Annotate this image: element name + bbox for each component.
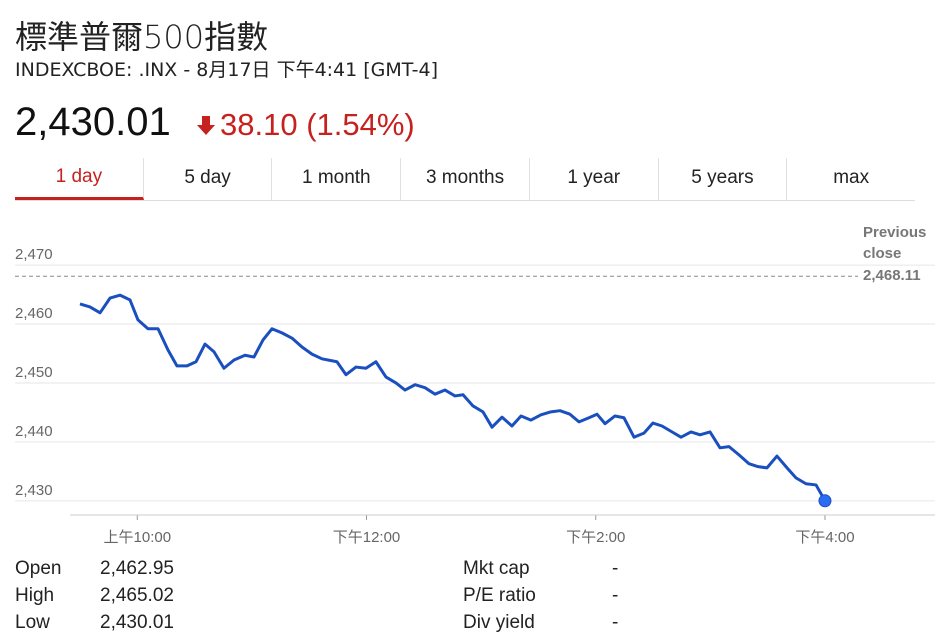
- tab[interactable]: 1 day: [15, 158, 144, 200]
- stat-value: 2,462.95: [100, 558, 174, 579]
- y-tick-label: 2,440: [15, 423, 53, 440]
- stat-label: P/E ratio: [463, 585, 536, 606]
- previous-close-label: Previous close: [863, 224, 927, 262]
- stat-value: -: [612, 558, 619, 579]
- x-tick-label: 下午2:00: [566, 529, 625, 545]
- change: 38.10 (1.54%): [220, 107, 415, 142]
- y-tick-label: 2,470: [15, 246, 53, 263]
- y-tick-label: 2,450: [15, 364, 53, 381]
- price: 2,430.01: [15, 100, 171, 144]
- stat-value: -: [612, 612, 619, 633]
- tab-bar: 1 day 5 day 1 month 3 months 1 year 5 years ma…: [15, 158, 915, 201]
- stat-label: Mkt cap: [463, 558, 530, 579]
- x-tick-label: 下午4:00: [795, 529, 854, 545]
- stat-value: -: [612, 585, 619, 606]
- y-tick-label: 2,460: [15, 305, 53, 322]
- tab[interactable]: 1 month: [272, 158, 402, 200]
- tab[interactable]: max: [833, 167, 870, 188]
- stat-value: 2,465.02: [100, 585, 174, 606]
- y-tick-label: 2,430: [15, 482, 53, 499]
- price-line: [79, 293, 827, 502]
- previous-close-value: 2,468.11: [863, 267, 921, 284]
- tab[interactable]: 3 months: [401, 158, 530, 200]
- stat-label: Low: [15, 612, 50, 633]
- last-point: [818, 494, 832, 508]
- down-arrow: [197, 116, 215, 135]
- chart: 2,430 2,440 2,450 2,460 2,470 上午10:00 下午12:00 下…: [15, 246, 935, 545]
- stat-label: Open: [15, 558, 62, 579]
- stat-label: High: [15, 585, 55, 606]
- x-tick-label: 上午10:00: [104, 529, 172, 545]
- stat-value: 2,430.01: [100, 612, 174, 633]
- stat-label: Div yield: [463, 612, 535, 633]
- subtitle: INDEXCBOE: .INX - 8月17日 下午4:41 [GMT-4]: [15, 59, 439, 81]
- tab[interactable]: 5 day: [144, 158, 273, 200]
- title: 標準普爾500指數: [15, 18, 269, 56]
- tab[interactable]: 1 year: [530, 158, 659, 200]
- x-tick-label: 下午12:00: [333, 529, 401, 545]
- tab[interactable]: 5 years: [659, 158, 788, 200]
